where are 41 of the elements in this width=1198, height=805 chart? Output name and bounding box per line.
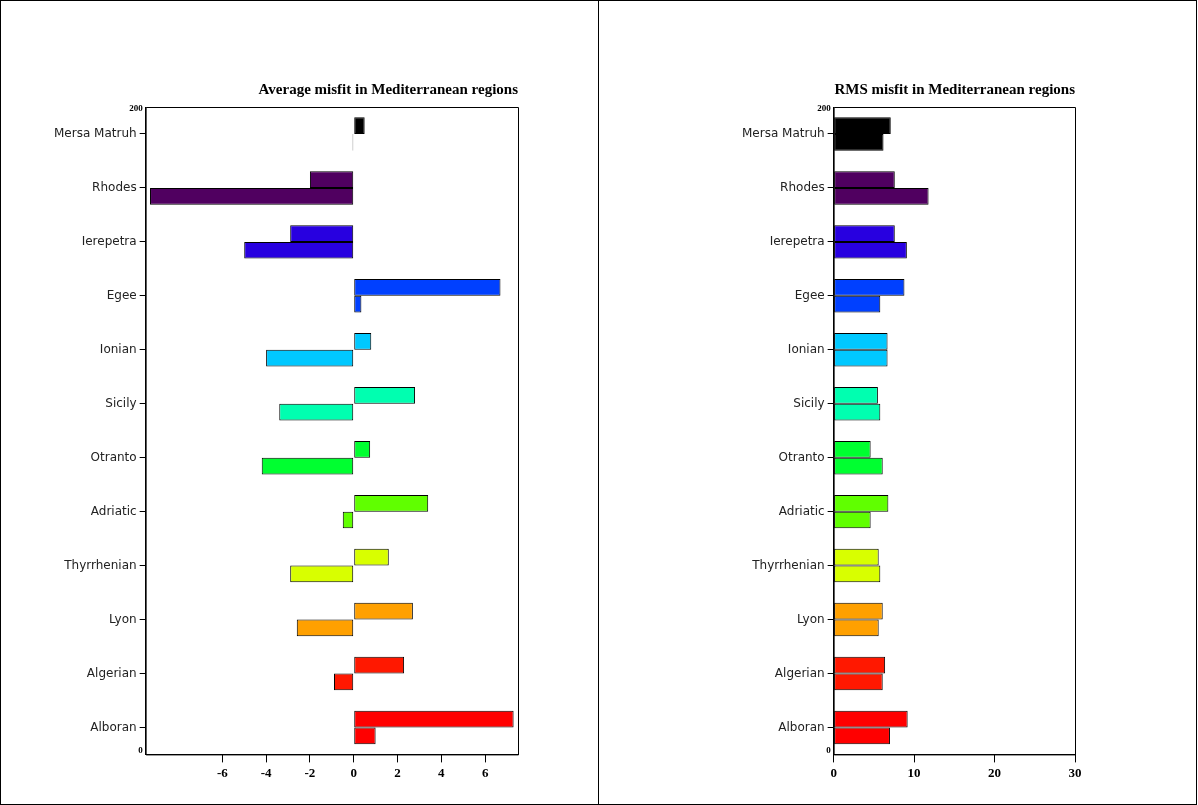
- y-tick-label: Ionian: [99, 341, 137, 356]
- y-tick-label: Egee: [794, 287, 825, 302]
- y-tick-label: Alboran: [90, 719, 137, 734]
- x-tick-label: 10: [907, 764, 921, 780]
- x-tick-label: -6: [216, 764, 229, 780]
- x-tick-label: 20: [988, 764, 1002, 780]
- y-tick-label: Ierepetra: [81, 234, 137, 248]
- x-tick-label: 2: [394, 764, 401, 780]
- text: 200: [129, 103, 144, 113]
- y-tick-label: Lyon: [109, 611, 137, 626]
- x-tick-label: 6: [481, 764, 489, 780]
- y-tick-label: Sicily: [793, 395, 825, 410]
- y-tick-label: Otranto: [778, 449, 825, 464]
- y-tick-label: Alboran: [778, 719, 825, 734]
- y-tick-label: Algerian: [774, 665, 825, 680]
- y-tick-label: Ierepetra: [769, 234, 825, 248]
- y-tick-label: Adriatic: [778, 503, 825, 518]
- y-tick-label: Lyon: [797, 611, 825, 626]
- x-tick-label: 4: [438, 764, 446, 780]
- y-tick-label: Egee: [106, 287, 137, 302]
- text: 0: [826, 745, 832, 756]
- x-tick-label: -2: [304, 764, 316, 780]
- x-tick-label: 0: [350, 764, 357, 780]
- y-tick-label: Algerian: [86, 665, 137, 680]
- y-tick-label: Mersa Matruh: [53, 126, 137, 141]
- y-tick-label: Rhodes: [92, 180, 137, 195]
- chart-title: RMS misfit in Mediterranean regions: [834, 80, 1076, 97]
- text: 200: [817, 103, 832, 113]
- chart-title: Average misfit in Mediterranean regions: [258, 80, 519, 97]
- x-tick-label: -4: [260, 764, 273, 780]
- x-tick-label: 0: [830, 764, 837, 780]
- y-tick-label: Sicily: [105, 395, 137, 410]
- y-tick-label: Thyrrhenian: [751, 557, 825, 572]
- y-tick-label: Mersa Matruh: [741, 126, 825, 141]
- y-tick-label: Otranto: [90, 449, 137, 464]
- y-tick-label: Thyrrhenian: [63, 557, 137, 572]
- y-tick-label: Ionian: [787, 341, 825, 356]
- text: 0: [138, 745, 144, 756]
- y-tick-label: Adriatic: [90, 503, 137, 518]
- x-tick-label: 30: [1068, 764, 1082, 780]
- y-tick-label: Rhodes: [780, 180, 825, 195]
